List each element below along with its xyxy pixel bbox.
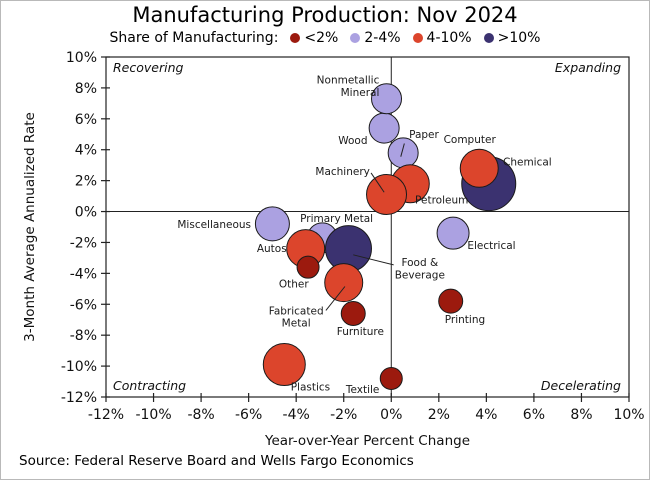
x-tick-label: -8%	[187, 407, 214, 423]
bubble-label-chemical: Chemical	[503, 157, 552, 169]
bubble-label-petroleum: Petroleum	[415, 194, 468, 206]
bubble-miscellaneous	[254, 206, 290, 242]
legend-dot-icon	[290, 33, 301, 43]
leader-line-machinery	[370, 172, 385, 193]
bubble-label-furniture: Furniture	[337, 326, 384, 338]
chart-canvas: -12% -10% -8% -6% -4% -2% 0% 2% 4% 6% 8% 10% 10% 8% 6%…	[22, 50, 645, 449]
bubble-computer	[459, 148, 499, 188]
y-tick-label: 4%	[75, 143, 97, 159]
x-tick-label: 4%	[475, 407, 497, 423]
bubble-label-autos: Autos	[257, 243, 287, 255]
x-tick-label: 6%	[523, 407, 545, 423]
x-tick-label: 2%	[428, 407, 450, 423]
legend-item-gt10: >10%	[483, 30, 541, 46]
y-tick-label: -8%	[70, 328, 97, 344]
legend-dot-icon	[350, 33, 361, 43]
legend-item-2-4: 2-4%	[350, 30, 401, 46]
y-tick-label: 8%	[75, 81, 97, 97]
x-tick-label: -10%	[135, 407, 171, 423]
bubble-printing	[438, 288, 464, 314]
bubble-label-computer: Computer	[444, 134, 497, 146]
legend: Share of Manufacturing: <2% 2-4% 4-10% >…	[1, 30, 649, 46]
bubble-label-nonmetallic-mineral: Nonmetallic	[317, 75, 380, 87]
bubble-label-plastics: Plastics	[291, 381, 330, 393]
bubble-label-textile: Textile	[345, 384, 380, 396]
bubble-machinery	[366, 174, 408, 216]
y-axis-title: 3-Month Average Annualized Rate	[22, 112, 38, 342]
bubble-electrical	[436, 216, 470, 250]
leader-line-food-beverage	[353, 254, 394, 266]
bubble-label-paper: Paper	[409, 129, 439, 141]
bubble-label-fabricated-metal: Metal	[282, 317, 311, 329]
x-axis-title: Year-over-Year Percent Change	[264, 433, 470, 449]
quadrant-label-contracting: Contracting	[113, 378, 186, 393]
bubble-paper	[387, 137, 419, 169]
bubble-plastics	[262, 343, 306, 387]
x-tick-label: 10%	[613, 407, 644, 423]
y-tick-label: 0%	[75, 205, 97, 221]
y-tick-label: -10%	[61, 359, 97, 375]
source-note: Source: Federal Reserve Board and Wells …	[19, 453, 414, 469]
bubble-label-wood: Wood	[338, 135, 367, 147]
quadrant-label-recovering: Recovering	[113, 60, 184, 75]
bubble-label-food-beverage: Food &	[401, 257, 438, 269]
y-tick-label: -2%	[70, 235, 97, 251]
plot-border	[105, 56, 630, 398]
x-tick-label: -2%	[330, 407, 357, 423]
y-tick-label: -6%	[70, 297, 97, 313]
x-tick-label: 8%	[570, 407, 592, 423]
legend-item-label: >10%	[497, 30, 541, 46]
bubble-label-machinery: Machinery	[315, 166, 369, 178]
leader-line-fabricated-metal	[325, 286, 346, 311]
legend-dot-icon	[412, 33, 423, 43]
bubble-label-other: Other	[279, 279, 309, 291]
y-tick-label: -12%	[61, 390, 97, 406]
legend-item-label: 2-4%	[364, 30, 401, 46]
x-tick-label: -12%	[88, 407, 124, 423]
y-tick-label: 2%	[75, 174, 97, 190]
bubble-label-food-beverage: Beverage	[395, 269, 445, 281]
bubble-label-printing: Printing	[445, 314, 485, 326]
chart-title: Manufacturing Production: Nov 2024	[132, 3, 518, 27]
quadrant-label-expanding: Expanding	[555, 60, 621, 75]
x-tick-label: -6%	[235, 407, 262, 423]
bubble-other	[296, 255, 320, 279]
bubble-label-miscellaneous: Miscellaneous	[177, 219, 251, 231]
quadrant-label-decelerating: Decelerating	[541, 378, 621, 393]
bubble-label-primary-metal: Primary Metal	[300, 213, 373, 225]
bubble-fabricated-metal	[324, 263, 364, 303]
bubble-furniture	[340, 301, 366, 327]
bubble-label-electrical: Electrical	[467, 240, 515, 252]
y-tick-label: -4%	[70, 266, 97, 282]
legend-dot-icon	[483, 33, 494, 43]
legend-title: Share of Manufacturing:	[109, 30, 279, 46]
legend-item-label: 4-10%	[426, 30, 472, 46]
x-tick-label: 0%	[380, 407, 402, 423]
y-tick-label: 10%	[66, 50, 97, 66]
y-tick-label: 6%	[75, 112, 97, 128]
bubble-textile	[379, 366, 403, 390]
legend-item-lt2: <2%	[290, 30, 338, 46]
x-tick-label: -4%	[283, 407, 310, 423]
bubble-nonmetallic-mineral	[371, 83, 403, 115]
bubble-label-fabricated-metal: Fabricated	[269, 306, 324, 318]
legend-item-label: <2%	[304, 30, 339, 46]
leader-line-paper	[400, 143, 405, 157]
bubble-label-nonmetallic-mineral: Mineral	[341, 87, 380, 99]
bubble-wood	[368, 112, 400, 144]
legend-item-4-10: 4-10%	[412, 30, 472, 46]
